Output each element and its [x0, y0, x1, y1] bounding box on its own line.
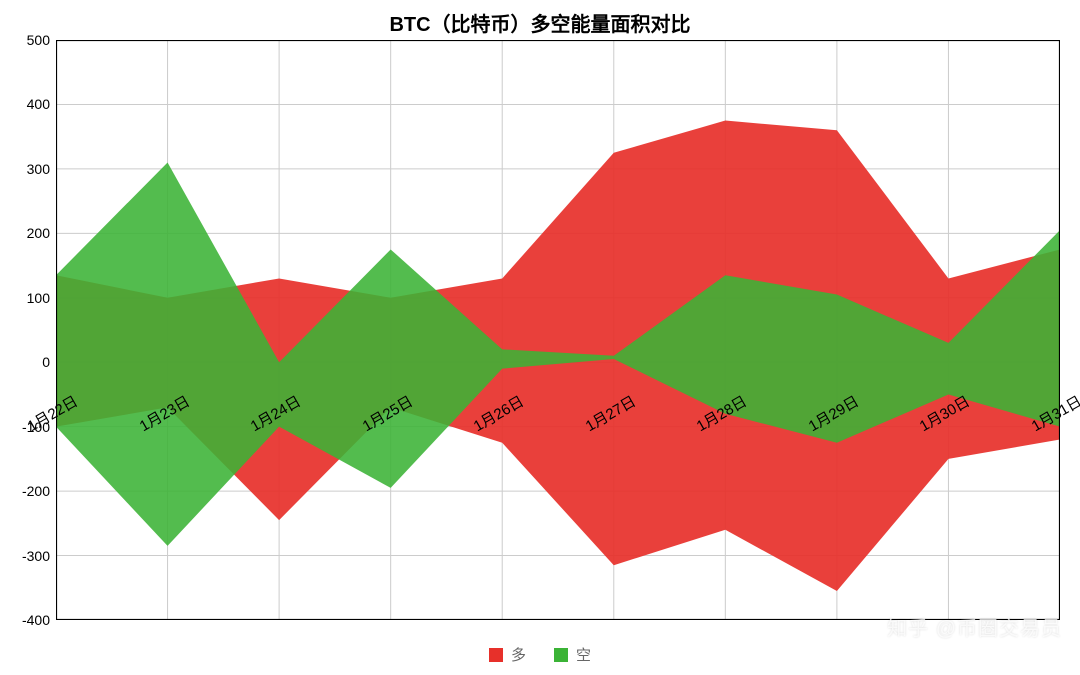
y-tick-label: 100	[27, 290, 50, 306]
legend-item-long: 多	[489, 644, 526, 665]
legend-label-long: 多	[511, 644, 526, 665]
y-tick-label: -300	[22, 548, 50, 564]
y-tick-label: 400	[27, 96, 50, 112]
legend-label-short: 空	[576, 644, 591, 665]
y-tick-label: -200	[22, 483, 50, 499]
chart-container: BTC（比特币）多空能量面积对比 -400-300-200-1000100200…	[0, 0, 1080, 675]
plot-area: -400-300-200-1000100200300400500 1月22日1月…	[56, 40, 1060, 620]
y-tick-label: 500	[27, 32, 50, 48]
plot-svg	[56, 40, 1060, 620]
y-tick-label: -400	[22, 612, 50, 628]
legend: 多空	[0, 644, 1080, 665]
chart-title: BTC（比特币）多空能量面积对比	[0, 8, 1080, 37]
y-tick-label: 200	[27, 225, 50, 241]
y-tick-label: 0	[42, 354, 50, 370]
legend-item-short: 空	[554, 644, 591, 665]
legend-swatch-short	[554, 648, 568, 662]
y-tick-label: 300	[27, 161, 50, 177]
legend-swatch-long	[489, 648, 503, 662]
